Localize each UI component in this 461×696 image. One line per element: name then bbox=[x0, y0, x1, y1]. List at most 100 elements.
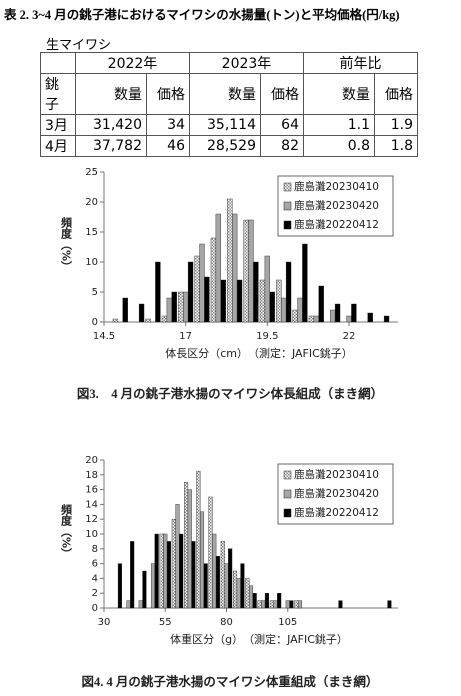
y-tick-label: 2 bbox=[92, 588, 98, 599]
bar bbox=[227, 198, 233, 323]
bar bbox=[130, 541, 135, 609]
bar bbox=[215, 213, 221, 323]
bar bbox=[297, 600, 303, 609]
legend-swatch bbox=[283, 182, 292, 192]
bar bbox=[187, 489, 192, 609]
bar bbox=[179, 533, 184, 609]
bar bbox=[308, 315, 315, 323]
bar bbox=[126, 600, 131, 609]
bar bbox=[252, 593, 257, 609]
bar bbox=[294, 600, 299, 609]
bar bbox=[166, 541, 171, 609]
bar bbox=[281, 297, 287, 323]
y-tick-label: 12 bbox=[85, 514, 98, 525]
y-tick-label: 10 bbox=[85, 257, 98, 268]
bar bbox=[210, 237, 217, 323]
bar bbox=[203, 563, 208, 609]
bar bbox=[163, 533, 168, 609]
bar bbox=[269, 600, 274, 609]
y-tick-label: 8 bbox=[92, 544, 98, 555]
figure-caption: 図4. 4 月の銚子港水揚のマイワシ体重組成（まき網） bbox=[82, 674, 379, 689]
bar bbox=[297, 297, 303, 323]
bar bbox=[183, 291, 189, 323]
table-title: 表 2. 3~4 月の銚子港におけるマイワシの水揚量(トン)と平均価格(円/kg… bbox=[4, 8, 400, 22]
bar bbox=[196, 470, 201, 609]
bar bbox=[159, 533, 164, 609]
cell: 価格 bbox=[146, 73, 190, 115]
legend-box bbox=[277, 175, 394, 237]
bar bbox=[208, 496, 213, 609]
legend-label: 鹿島灘20230420 bbox=[294, 487, 379, 500]
bar bbox=[313, 315, 319, 323]
cell: 37,782 bbox=[75, 135, 147, 157]
bar bbox=[351, 303, 357, 323]
y-tick-label: 14 bbox=[85, 499, 98, 510]
y-axis-title: 頻度（%） bbox=[60, 503, 74, 559]
legend-label: 鹿島灘20230410 bbox=[294, 180, 379, 193]
y-tick-label: 18 bbox=[85, 470, 98, 481]
bar bbox=[367, 312, 373, 323]
x-tick-label: 30 bbox=[98, 617, 111, 628]
legend-swatch bbox=[283, 470, 292, 480]
y-tick-label: 15 bbox=[85, 227, 98, 238]
cell: 31,420 bbox=[75, 114, 147, 136]
x-tick-label: 105 bbox=[278, 617, 297, 628]
bar bbox=[277, 593, 282, 609]
y-axis-title: 頻度（%） bbox=[60, 216, 74, 272]
bar bbox=[171, 291, 177, 323]
bar bbox=[199, 511, 205, 609]
cell: 4月 bbox=[40, 135, 76, 157]
bar bbox=[330, 309, 336, 323]
bar bbox=[191, 541, 196, 609]
legend-label: 鹿島灘20220412 bbox=[294, 506, 379, 519]
bar bbox=[154, 533, 159, 609]
bar bbox=[289, 600, 294, 609]
y-tick-label: 20 bbox=[85, 455, 98, 466]
y-tick-label: 25 bbox=[85, 167, 98, 178]
bar bbox=[257, 600, 262, 609]
table-subtitle: 生マイワシ bbox=[46, 38, 112, 53]
bar bbox=[171, 519, 176, 609]
bar bbox=[178, 291, 184, 323]
y-tick-label: 5 bbox=[92, 287, 98, 298]
bar bbox=[269, 291, 275, 323]
bar bbox=[138, 600, 143, 609]
bar bbox=[232, 213, 238, 323]
figure-caption: 図3. 4 月の銚子港水揚のマイワシ体長組成（まき網） bbox=[77, 386, 383, 401]
x-tick-label: 22 bbox=[343, 331, 356, 342]
bar bbox=[285, 600, 290, 609]
cell: 34 bbox=[146, 114, 190, 136]
x-axis-title: 体重区分（g） （測定：JAFIC銚子） bbox=[170, 632, 348, 646]
bar bbox=[204, 276, 210, 323]
bar bbox=[161, 315, 168, 323]
y-tick-label: 20 bbox=[85, 197, 98, 208]
group-header: 2022年 bbox=[75, 52, 190, 74]
bar bbox=[264, 593, 269, 609]
x-tick-label: 55 bbox=[159, 617, 172, 628]
x-tick-label: 19.5 bbox=[256, 331, 278, 342]
bar bbox=[253, 261, 259, 323]
bar bbox=[228, 548, 233, 609]
cell: 1.9 bbox=[374, 114, 418, 136]
bar bbox=[292, 309, 298, 323]
y-tick-label: 10 bbox=[85, 529, 98, 540]
y-tick-label: 6 bbox=[92, 559, 98, 570]
legend-label: 鹿島灘20230420 bbox=[294, 199, 379, 212]
y-tick-label: 4 bbox=[92, 573, 98, 584]
bar bbox=[338, 600, 343, 609]
bar bbox=[346, 315, 352, 323]
legend-box bbox=[277, 463, 394, 525]
bar bbox=[122, 297, 128, 323]
bar bbox=[285, 261, 292, 323]
legend-swatch bbox=[283, 220, 292, 230]
bar bbox=[150, 563, 156, 609]
bar bbox=[264, 255, 270, 323]
bar bbox=[273, 600, 278, 609]
bar bbox=[276, 279, 282, 323]
bar bbox=[138, 303, 145, 323]
bar bbox=[166, 297, 172, 323]
legend-swatch bbox=[283, 201, 292, 211]
bar bbox=[215, 556, 220, 609]
